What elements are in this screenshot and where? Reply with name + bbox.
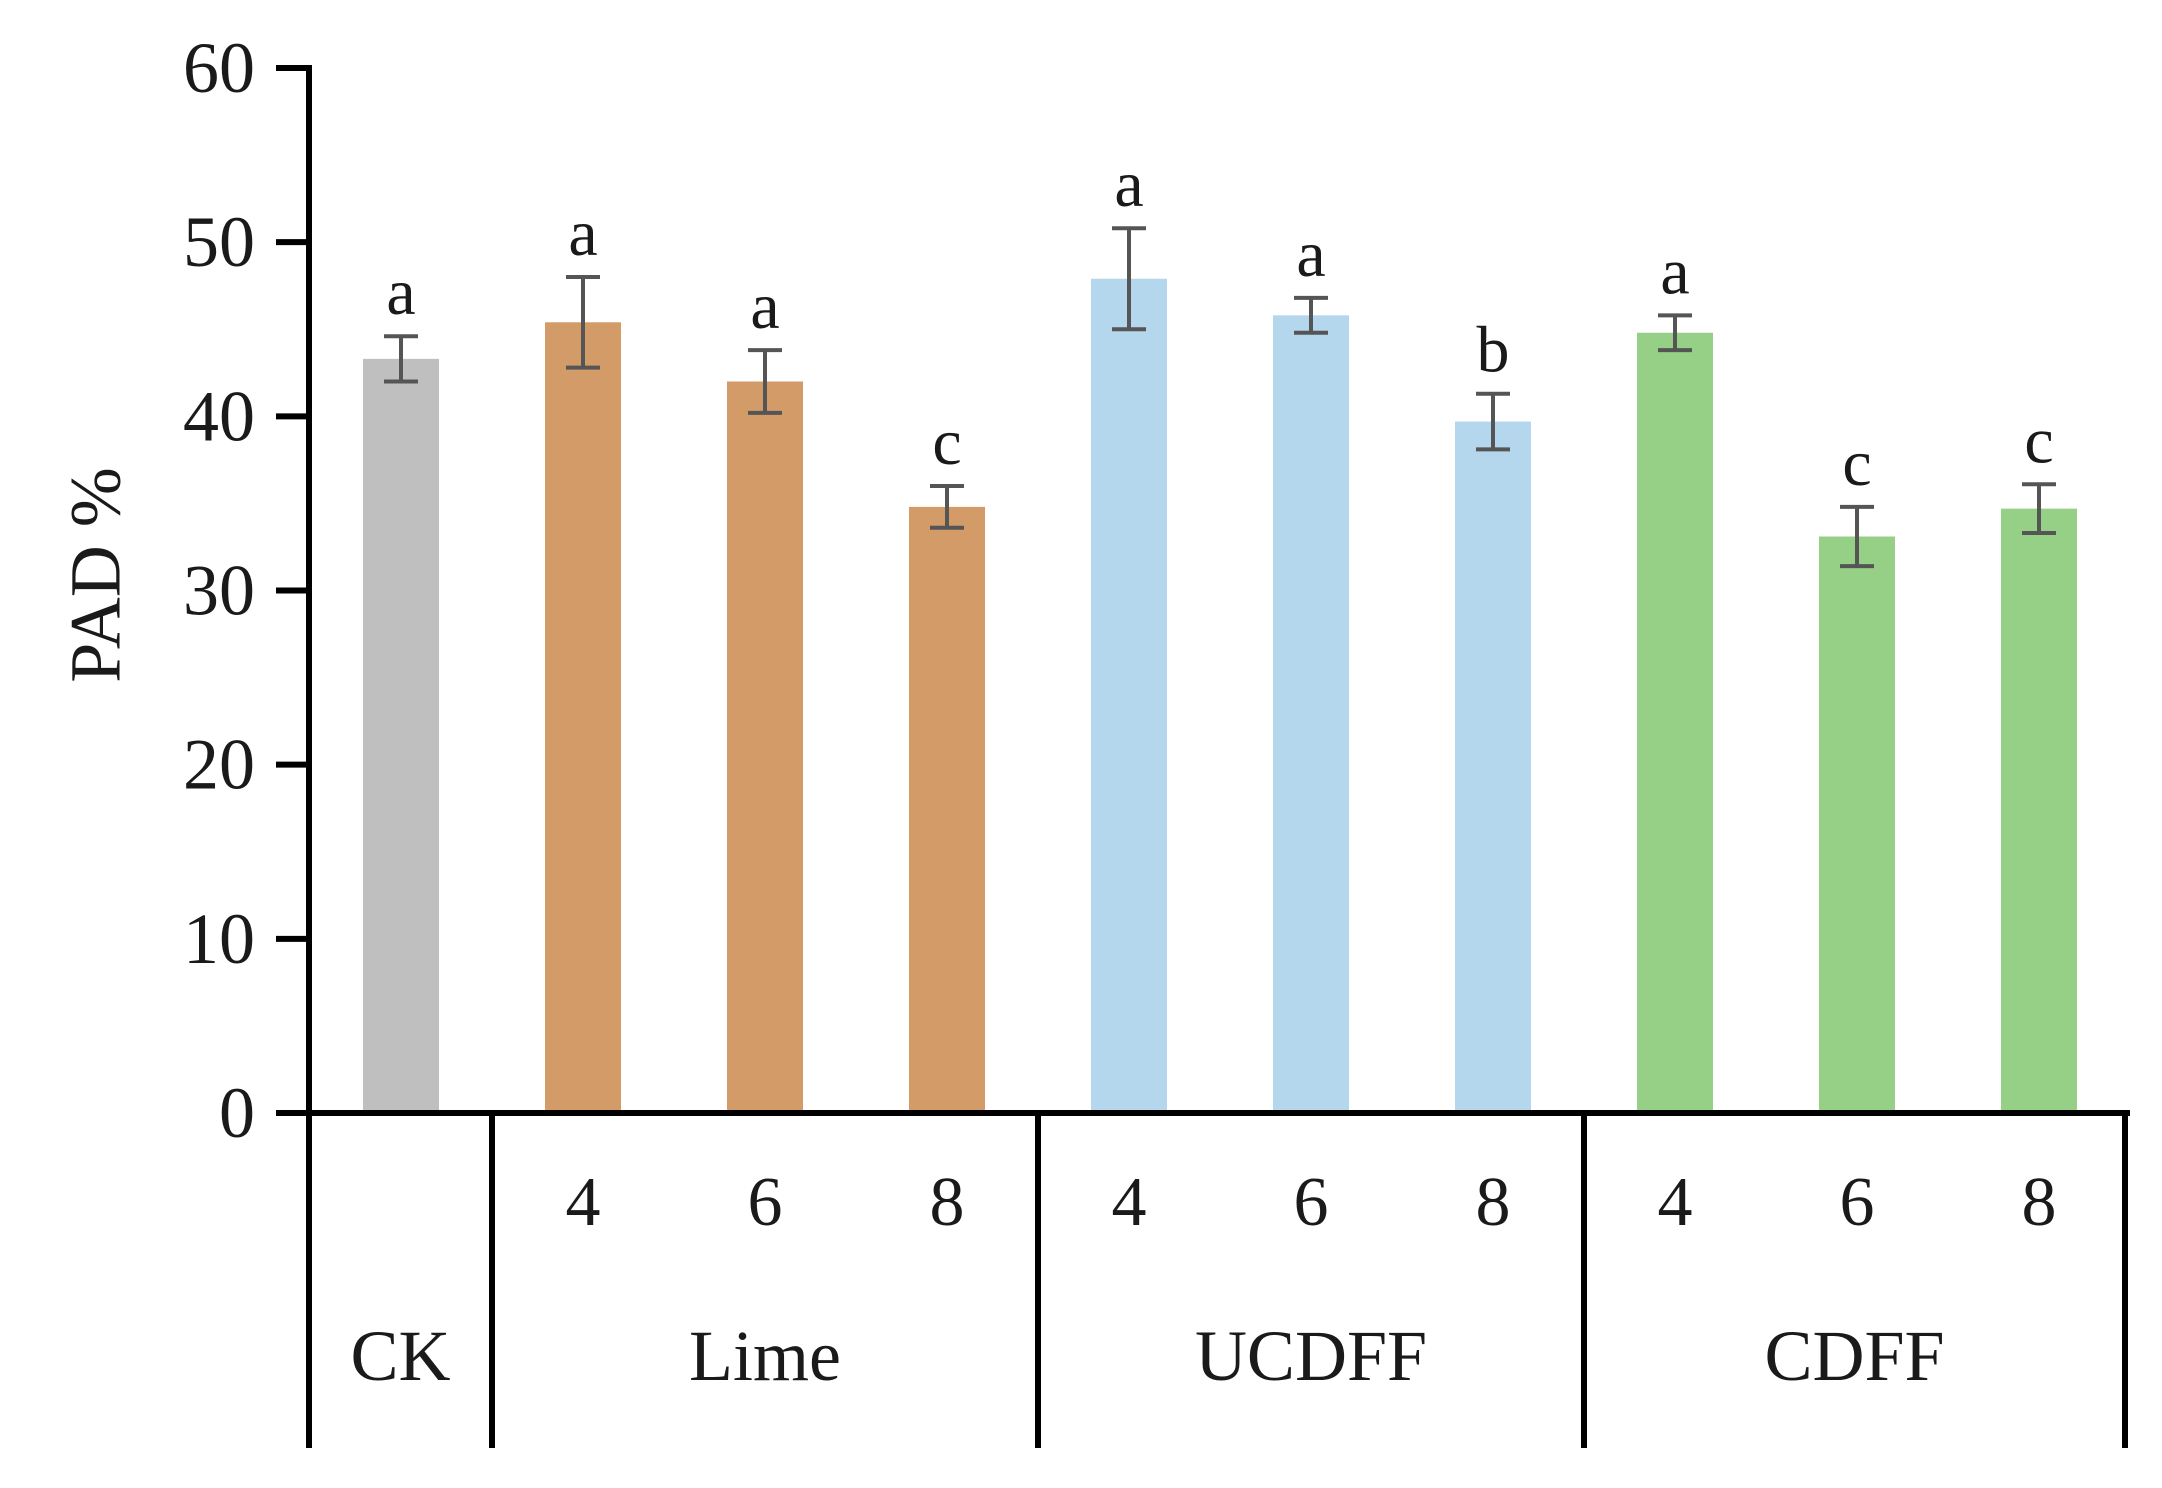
x-sub-label: 6 [1294, 1164, 1329, 1241]
significance-letter: a [750, 270, 779, 343]
bar-ucdff-4 [1091, 278, 1167, 1113]
x-group-label: Lime [689, 1316, 841, 1396]
significance-letter: a [386, 256, 415, 329]
y-tick-label: 60 [183, 28, 255, 108]
x-sub-label: 8 [930, 1164, 965, 1241]
bar-cdff-8 [2001, 508, 2077, 1113]
significance-letter: c [932, 406, 961, 479]
significance-letter: c [2024, 404, 2053, 477]
bar-cdff-4 [1637, 332, 1713, 1113]
y-tick-label: 40 [183, 376, 255, 456]
bar-lime-8 [909, 506, 985, 1113]
significance-letter: c [1842, 427, 1871, 500]
y-tick-label: 30 [183, 551, 255, 631]
x-sub-label: 8 [1476, 1164, 1511, 1241]
x-sub-label: 4 [1658, 1164, 1693, 1241]
significance-letter: a [1296, 218, 1325, 291]
bar-lime-6 [727, 381, 803, 1113]
x-sub-label: 4 [566, 1164, 601, 1241]
bar-lime-4 [545, 322, 621, 1113]
bar-ucdff-8 [1455, 421, 1531, 1113]
significance-letter: a [1114, 148, 1143, 221]
significance-letter: b [1477, 314, 1510, 387]
y-tick-label: 50 [183, 202, 255, 282]
bar-ck [363, 358, 439, 1113]
x-sub-label: 6 [748, 1164, 783, 1241]
bar-cdff-6 [1819, 536, 1895, 1113]
y-tick-label: 20 [183, 725, 255, 805]
x-sub-label: 6 [1840, 1164, 1875, 1241]
x-sub-label: 4 [1112, 1164, 1147, 1241]
y-axis-label: PAD % [56, 467, 136, 682]
significance-letter: a [1660, 235, 1689, 308]
plot-area: a a 4 a 6 c 8 a 4 a 6 b 8 a 4 c 6 c 8 CK Lime UCDFF CDFF 0 10 20 3… [183, 28, 2130, 1448]
y-tick-label: 10 [183, 899, 255, 979]
x-group-label: CDFF [1764, 1316, 1944, 1396]
significance-letter: a [568, 197, 597, 270]
bar-ucdff-6 [1273, 315, 1349, 1114]
x-sub-label: 8 [2022, 1164, 2057, 1241]
x-group-label: CK [350, 1316, 450, 1396]
x-group-label: UCDFF [1195, 1316, 1427, 1396]
y-tick-label: 0 [219, 1073, 255, 1153]
